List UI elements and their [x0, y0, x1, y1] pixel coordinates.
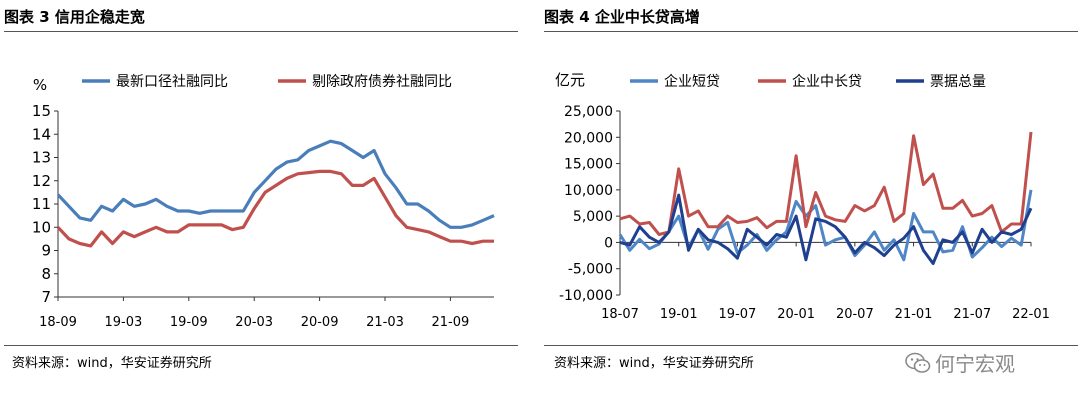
x-tick-label: 21-03 — [366, 315, 404, 330]
y-tick-label: 8 — [41, 265, 51, 283]
x-tick-label: 18-09 — [39, 315, 77, 330]
y-tick-label: 15 — [32, 102, 51, 120]
series-line-2 — [619, 131, 1033, 236]
line-chart-credit-growth: 7 8 9 10 11 12 13 14 15% 18-09 19-03 19-09 20-03 20-0… — [32, 74, 495, 330]
y-tick-label: 25,000 — [564, 104, 613, 120]
y-tick-label: 12 — [32, 172, 51, 190]
figure-title: 图表 3 信用企稳走宽 — [4, 8, 145, 26]
wechat-icon — [905, 352, 931, 373]
legend-label-2: 企业中长贷 — [792, 73, 862, 90]
series-line-3 — [619, 193, 1033, 265]
legend-label-1: 最新口径社融同比 — [116, 74, 228, 90]
x-tick-label: 18-07 — [601, 307, 639, 322]
title-rule — [4, 31, 518, 32]
x-tick-label: 20-01 — [777, 307, 815, 322]
x-tick-label: 22-01 — [1012, 307, 1050, 322]
x-tick-label: 20-07 — [836, 307, 874, 322]
x-tick-label: 21-01 — [895, 307, 933, 322]
figure-title: 图表 4 企业中长贷高增 — [544, 8, 700, 26]
y-tick-label: 0 — [604, 235, 613, 251]
y-tick-label: -5,000 — [568, 262, 613, 278]
line-chart-corporate-loans: -10,000 -5,000 0 5,000 10,000 15,000 20,000 25,… — [555, 71, 1050, 322]
x-tick-label: 19-01 — [660, 307, 698, 322]
y-tick-label: 15,000 — [564, 157, 613, 173]
y-axis-unit-label: % — [33, 76, 47, 94]
y-tick-label: 11 — [32, 195, 51, 213]
source-note: 资料来源：wind，华安证券研究所 — [12, 356, 212, 371]
x-tick-label: 20-03 — [235, 315, 273, 330]
x-tick-label: 21-09 — [432, 315, 470, 330]
legend-label-3: 票据总量 — [930, 74, 986, 90]
x-tick-label: 21-07 — [953, 307, 991, 322]
y-tick-label: 9 — [41, 242, 51, 260]
chart-panel-credit-growth: 图表 3 信用企稳走宽 7 8 9 10 11 12 13 14 15% 18-09 19-03 19… — [0, 0, 520, 412]
x-tick-label: 20-09 — [301, 315, 339, 330]
y-tick-label: 13 — [32, 149, 51, 167]
watermark-text: 何宁宏观 — [935, 352, 1015, 376]
y-tick-label: 10,000 — [564, 183, 613, 199]
source-rule — [4, 345, 518, 346]
series-line-1 — [56, 139, 495, 229]
x-tick-label: 19-03 — [105, 315, 143, 330]
y-tick-label: 20,000 — [564, 130, 613, 146]
watermark: 何宁宏观 — [905, 348, 1015, 377]
chart-panel-corporate-loans: 图表 4 企业中长贷高增 -10,000 -5,000 0 5,000 10,000 15… — [540, 0, 1080, 412]
y-tick-label: 5,000 — [573, 209, 613, 225]
series-line-2 — [56, 169, 494, 248]
y-tick-label: -10,000 — [559, 288, 613, 304]
legend-label-1: 企业短贷 — [664, 73, 720, 90]
y-tick-label: 14 — [32, 125, 51, 143]
y-axis-unit-label: 亿元 — [555, 71, 585, 89]
x-tick-label: 19-09 — [170, 315, 208, 330]
x-tick-label: 19-07 — [719, 307, 757, 322]
source-rule — [544, 345, 1078, 346]
y-tick-label: 10 — [32, 218, 51, 236]
y-tick-label: 7 — [41, 288, 51, 306]
legend-label-2: 剔除政府债券社融同比 — [312, 74, 452, 90]
source-note: 资料来源：wind，华安证券研究所 — [554, 356, 754, 371]
title-rule — [544, 31, 1078, 32]
